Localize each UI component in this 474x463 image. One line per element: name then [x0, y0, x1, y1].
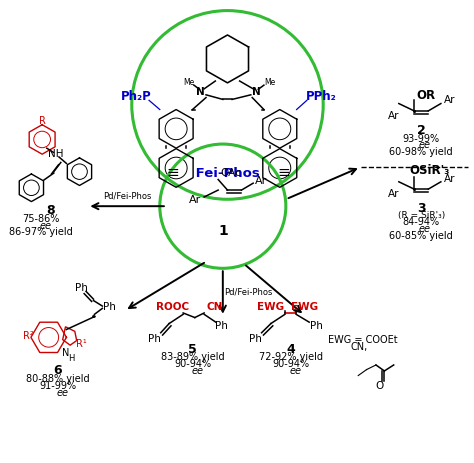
Text: ≡: ≡	[277, 165, 290, 180]
Text: 91-99%: 91-99%	[39, 381, 77, 391]
Text: 60-85% yield: 60-85% yield	[389, 231, 453, 241]
Text: EWG = COOEt: EWG = COOEt	[328, 335, 398, 344]
Text: OAc: OAc	[221, 168, 242, 178]
Text: EWG: EWG	[257, 301, 284, 312]
Text: Me: Me	[183, 78, 195, 88]
Text: R²: R²	[23, 331, 34, 341]
Text: Ar: Ar	[189, 195, 201, 205]
Text: Ph: Ph	[249, 334, 262, 344]
Text: ee: ee	[39, 220, 51, 231]
Text: 93-99%: 93-99%	[403, 133, 440, 144]
Text: 90-94%: 90-94%	[272, 359, 309, 369]
Text: Ar: Ar	[387, 111, 399, 120]
Text: Fei-Phos: Fei-Phos	[191, 167, 264, 180]
Text: 86-97% yield: 86-97% yield	[9, 227, 73, 238]
Text: OSiR'₃: OSiR'₃	[410, 164, 450, 177]
Text: N: N	[62, 348, 69, 357]
Text: H: H	[68, 354, 74, 363]
Text: Ar: Ar	[255, 176, 267, 186]
Text: 2: 2	[417, 124, 426, 137]
Text: Me: Me	[264, 78, 275, 88]
Text: ee: ee	[191, 366, 203, 376]
Text: 72-92% yield: 72-92% yield	[258, 352, 322, 362]
Text: 90-94%: 90-94%	[174, 359, 211, 369]
Text: Ar: Ar	[387, 189, 399, 199]
Text: R: R	[39, 116, 46, 126]
Text: O: O	[375, 381, 384, 391]
Text: NH: NH	[48, 149, 64, 159]
Text: 3: 3	[417, 202, 426, 215]
Text: ≡: ≡	[166, 165, 179, 180]
Text: ee: ee	[289, 366, 301, 376]
Text: Ph: Ph	[148, 334, 161, 344]
Text: 6: 6	[54, 364, 62, 377]
Text: ee: ee	[419, 140, 431, 150]
Text: EWG: EWG	[291, 301, 318, 312]
Text: 4: 4	[286, 343, 295, 356]
Text: CN: CN	[207, 301, 223, 312]
Text: Ph: Ph	[75, 283, 88, 293]
Text: Ph: Ph	[103, 302, 116, 313]
Text: 83-89% yield: 83-89% yield	[161, 352, 224, 362]
Text: CN,: CN,	[351, 343, 368, 352]
Text: N: N	[252, 87, 261, 97]
Text: 84-94%: 84-94%	[403, 217, 440, 227]
Text: N: N	[196, 87, 205, 97]
Text: 75-86%: 75-86%	[22, 213, 59, 224]
Text: Ar: Ar	[444, 174, 455, 183]
Text: ee: ee	[57, 388, 69, 398]
Text: Ph₂P: Ph₂P	[121, 90, 152, 103]
Text: 5: 5	[188, 343, 197, 356]
Text: 8: 8	[46, 204, 55, 217]
Text: ROOC: ROOC	[156, 301, 190, 312]
Text: PPh₂: PPh₂	[306, 90, 336, 103]
Text: Ph: Ph	[215, 321, 228, 331]
Text: Pd/Fei-Phos: Pd/Fei-Phos	[103, 191, 151, 200]
Text: 60-98% yield: 60-98% yield	[390, 147, 453, 157]
Text: Ar: Ar	[444, 95, 455, 106]
Text: 1: 1	[218, 225, 228, 238]
Text: Pd/Fei-Phos: Pd/Fei-Phos	[224, 288, 273, 297]
Text: OR: OR	[416, 89, 436, 102]
Text: R¹: R¹	[76, 339, 87, 349]
Text: 80-88% yield: 80-88% yield	[26, 374, 90, 384]
Text: ee: ee	[419, 224, 431, 234]
Text: (R = SiR'₃): (R = SiR'₃)	[398, 211, 445, 220]
Text: Ph: Ph	[310, 321, 323, 331]
